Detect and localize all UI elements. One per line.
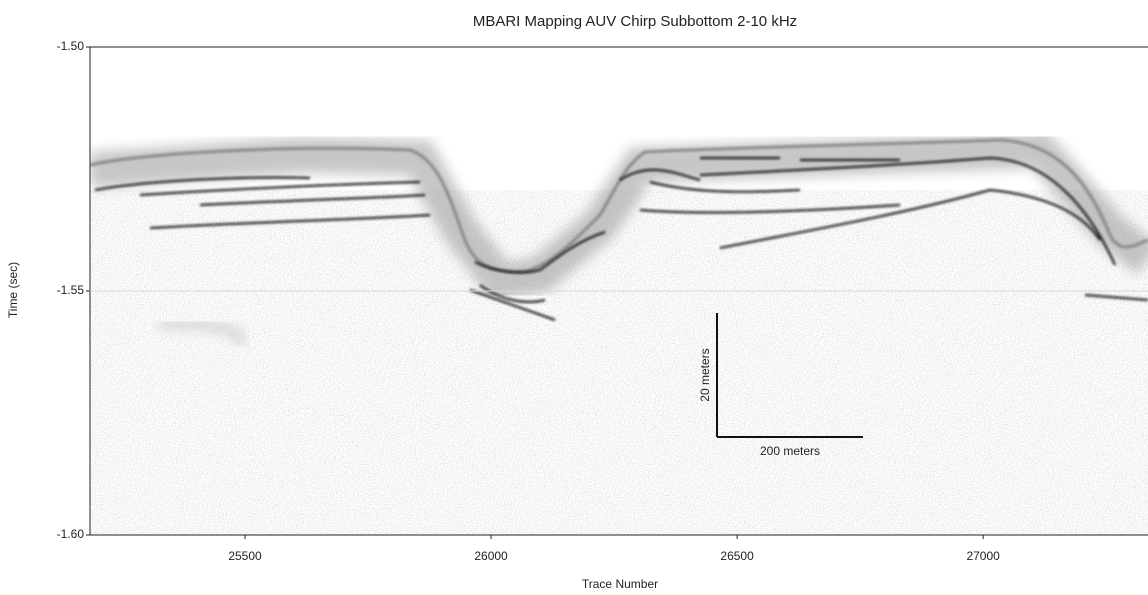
noise-region xyxy=(90,190,1148,535)
x-axis-label: Trace Number xyxy=(582,577,658,591)
chart-title: MBARI Mapping AUV Chirp Subbottom 2-10 k… xyxy=(473,13,797,30)
y-tick-label: -1.60 xyxy=(57,527,85,541)
x-tick-label: 25500 xyxy=(228,549,262,563)
scale-bar-horizontal-label: 200 meters xyxy=(760,444,820,458)
chart: MBARI Mapping AUV Chirp Subbottom 2-10 k… xyxy=(0,0,1148,595)
x-tick-label: 26000 xyxy=(474,549,508,563)
y-axis-label: Time (sec) xyxy=(6,262,20,318)
page: {"chart_data": {"type": "profile", "titl… xyxy=(0,0,1148,595)
y-tick-label: -1.55 xyxy=(57,283,85,297)
scale-bar-vertical-label: 20 meters xyxy=(698,348,712,401)
y-tick-label: -1.50 xyxy=(57,39,85,53)
x-tick-label: 26500 xyxy=(720,549,754,563)
x-tick-label: 27000 xyxy=(966,549,1000,563)
